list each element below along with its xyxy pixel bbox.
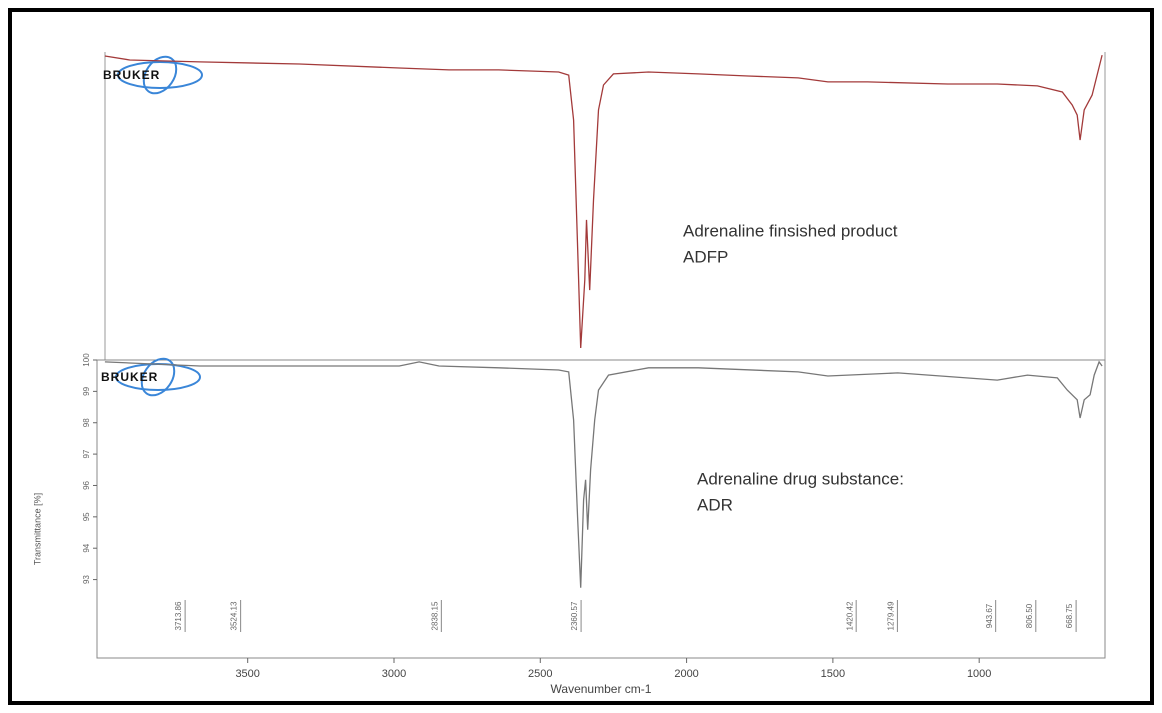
annotation: ADFP	[683, 247, 728, 266]
peak-label: 806.50	[1025, 603, 1034, 628]
logo-text: BRUKER	[101, 370, 158, 384]
annotation: ADR	[697, 495, 733, 514]
spectrum	[104, 360, 1103, 588]
logo-text: BRUKER	[103, 68, 160, 82]
logo-orbit	[140, 357, 176, 397]
y-tick-label: 97	[82, 449, 91, 458]
x-tick-label: 3500	[235, 668, 259, 680]
peak-label: 2360.57	[570, 601, 579, 630]
x-tick-label: 3000	[382, 668, 406, 680]
x-axis-label: Wavenumber cm-1	[551, 682, 652, 696]
x-tick-label: 1500	[821, 668, 845, 680]
logo-orbit	[117, 61, 203, 89]
frame	[8, 8, 1154, 705]
y-axis-label: Transmittance [%]	[32, 493, 42, 565]
x-tick-label: 2500	[528, 668, 552, 680]
peak-label: 1420.42	[845, 601, 854, 630]
panel-border	[96, 359, 1106, 659]
y-tick-label: 98	[82, 418, 91, 427]
y-tick-label: 93	[82, 575, 91, 584]
y-tick-label: 96	[82, 480, 91, 489]
x-tick-label: 1000	[967, 668, 991, 680]
logo-orbit	[142, 55, 178, 95]
peak-label: 3713.86	[174, 601, 183, 630]
annotation: Adrenaline drug substance:	[697, 469, 904, 488]
y-tick-label: 94	[82, 543, 91, 552]
x-tick-label: 2000	[674, 668, 698, 680]
y-tick-label: 95	[82, 512, 91, 521]
peak-label: 3524.13	[230, 601, 239, 630]
y-tick-label: 99	[82, 386, 91, 395]
peak-label: 2838.15	[430, 601, 439, 630]
peak-label: 1279.49	[887, 601, 896, 630]
annotation: Adrenaline finsished product	[683, 221, 898, 240]
logo: BRUKER	[103, 55, 203, 95]
spectrum	[104, 54, 1103, 349]
peak-label: 668.75	[1065, 603, 1074, 628]
y-tick-label: 100	[82, 353, 91, 367]
peak-label: 943.67	[985, 603, 994, 628]
